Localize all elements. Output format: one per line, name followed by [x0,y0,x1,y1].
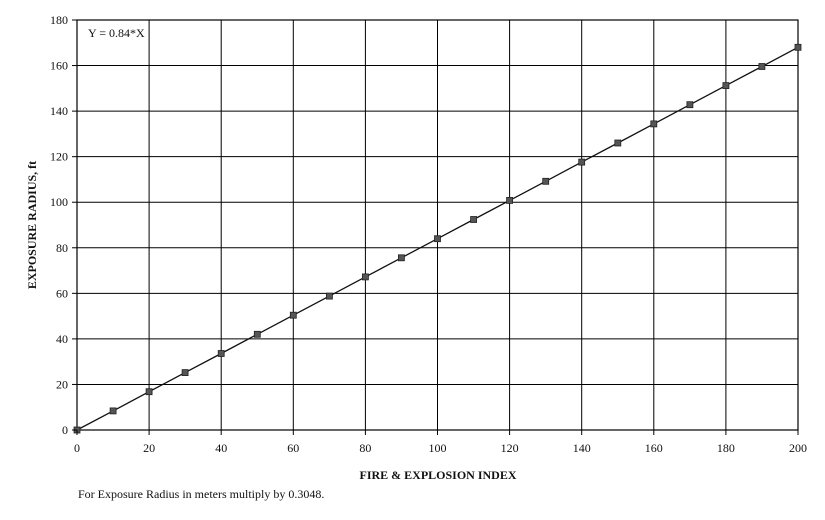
data-point-30 [181,369,189,377]
x-tick-label-140: 140 [573,441,591,455]
data-point-140 [578,158,586,166]
marker-layer [73,43,802,434]
x-tick-label-120: 120 [501,441,519,455]
y-tick-label-80: 80 [56,241,68,255]
grid-lines [76,19,799,431]
y-tick-label-140: 140 [50,104,68,118]
x-tick-label-20: 20 [143,441,155,455]
y-tick-label-160: 160 [50,59,68,73]
y-tick-label-20: 20 [56,377,68,391]
x-tick-labels: 0 20 40 60 80 100 120 140 160 180 200 [74,430,807,455]
data-point-170 [686,101,694,109]
y-axis-title: EXPOSURE RADIUS, ft [25,161,39,289]
data-point-200 [794,43,802,51]
data-point-110 [470,216,478,223]
data-point-150 [614,139,622,147]
x-tick-label-40: 40 [215,441,227,455]
data-point-70 [325,292,333,300]
data-point-160 [650,120,658,128]
x-tick-label-0: 0 [74,441,80,455]
y-tick-label-0: 0 [62,423,68,437]
x-axis-title: FIRE & EXPLOSION INDEX [359,468,516,482]
exposure-radius-chart: 0 20 40 60 80 100 120 140 160 180 200 0 20 40 60 80 100… [25,13,807,482]
equation-annotation: Y = 0.84*X [88,26,145,40]
data-point-50 [253,330,261,338]
data-point-90 [397,254,405,262]
y-tick-label-120: 120 [50,150,68,164]
data-point-80 [361,273,369,281]
x-tick-label-160: 160 [645,441,663,455]
y-tick-labels: 0 20 40 60 80 100 120 140 160 180 [50,13,77,437]
x-tick-label-100: 100 [429,441,447,455]
y-tick-label-60: 60 [56,286,68,300]
data-point-20 [145,388,153,396]
data-point-130 [542,177,550,185]
data-point-60 [289,311,297,319]
data-point-180 [722,82,730,89]
y-tick-label-180: 180 [50,13,68,27]
data-point-10 [109,407,117,415]
y-tick-label-40: 40 [56,332,68,346]
footnote: For Exposure Radius in meters multiply b… [78,487,325,501]
y-tick-label-100: 100 [50,195,68,209]
data-point-120 [506,196,514,204]
x-tick-label-80: 80 [359,441,371,455]
x-tick-label-60: 60 [287,441,299,455]
x-tick-label-200: 200 [789,441,807,455]
data-point-190 [758,63,766,70]
x-tick-label-180: 180 [717,441,735,455]
data-point-100 [434,235,441,243]
data-point-40 [217,350,225,357]
